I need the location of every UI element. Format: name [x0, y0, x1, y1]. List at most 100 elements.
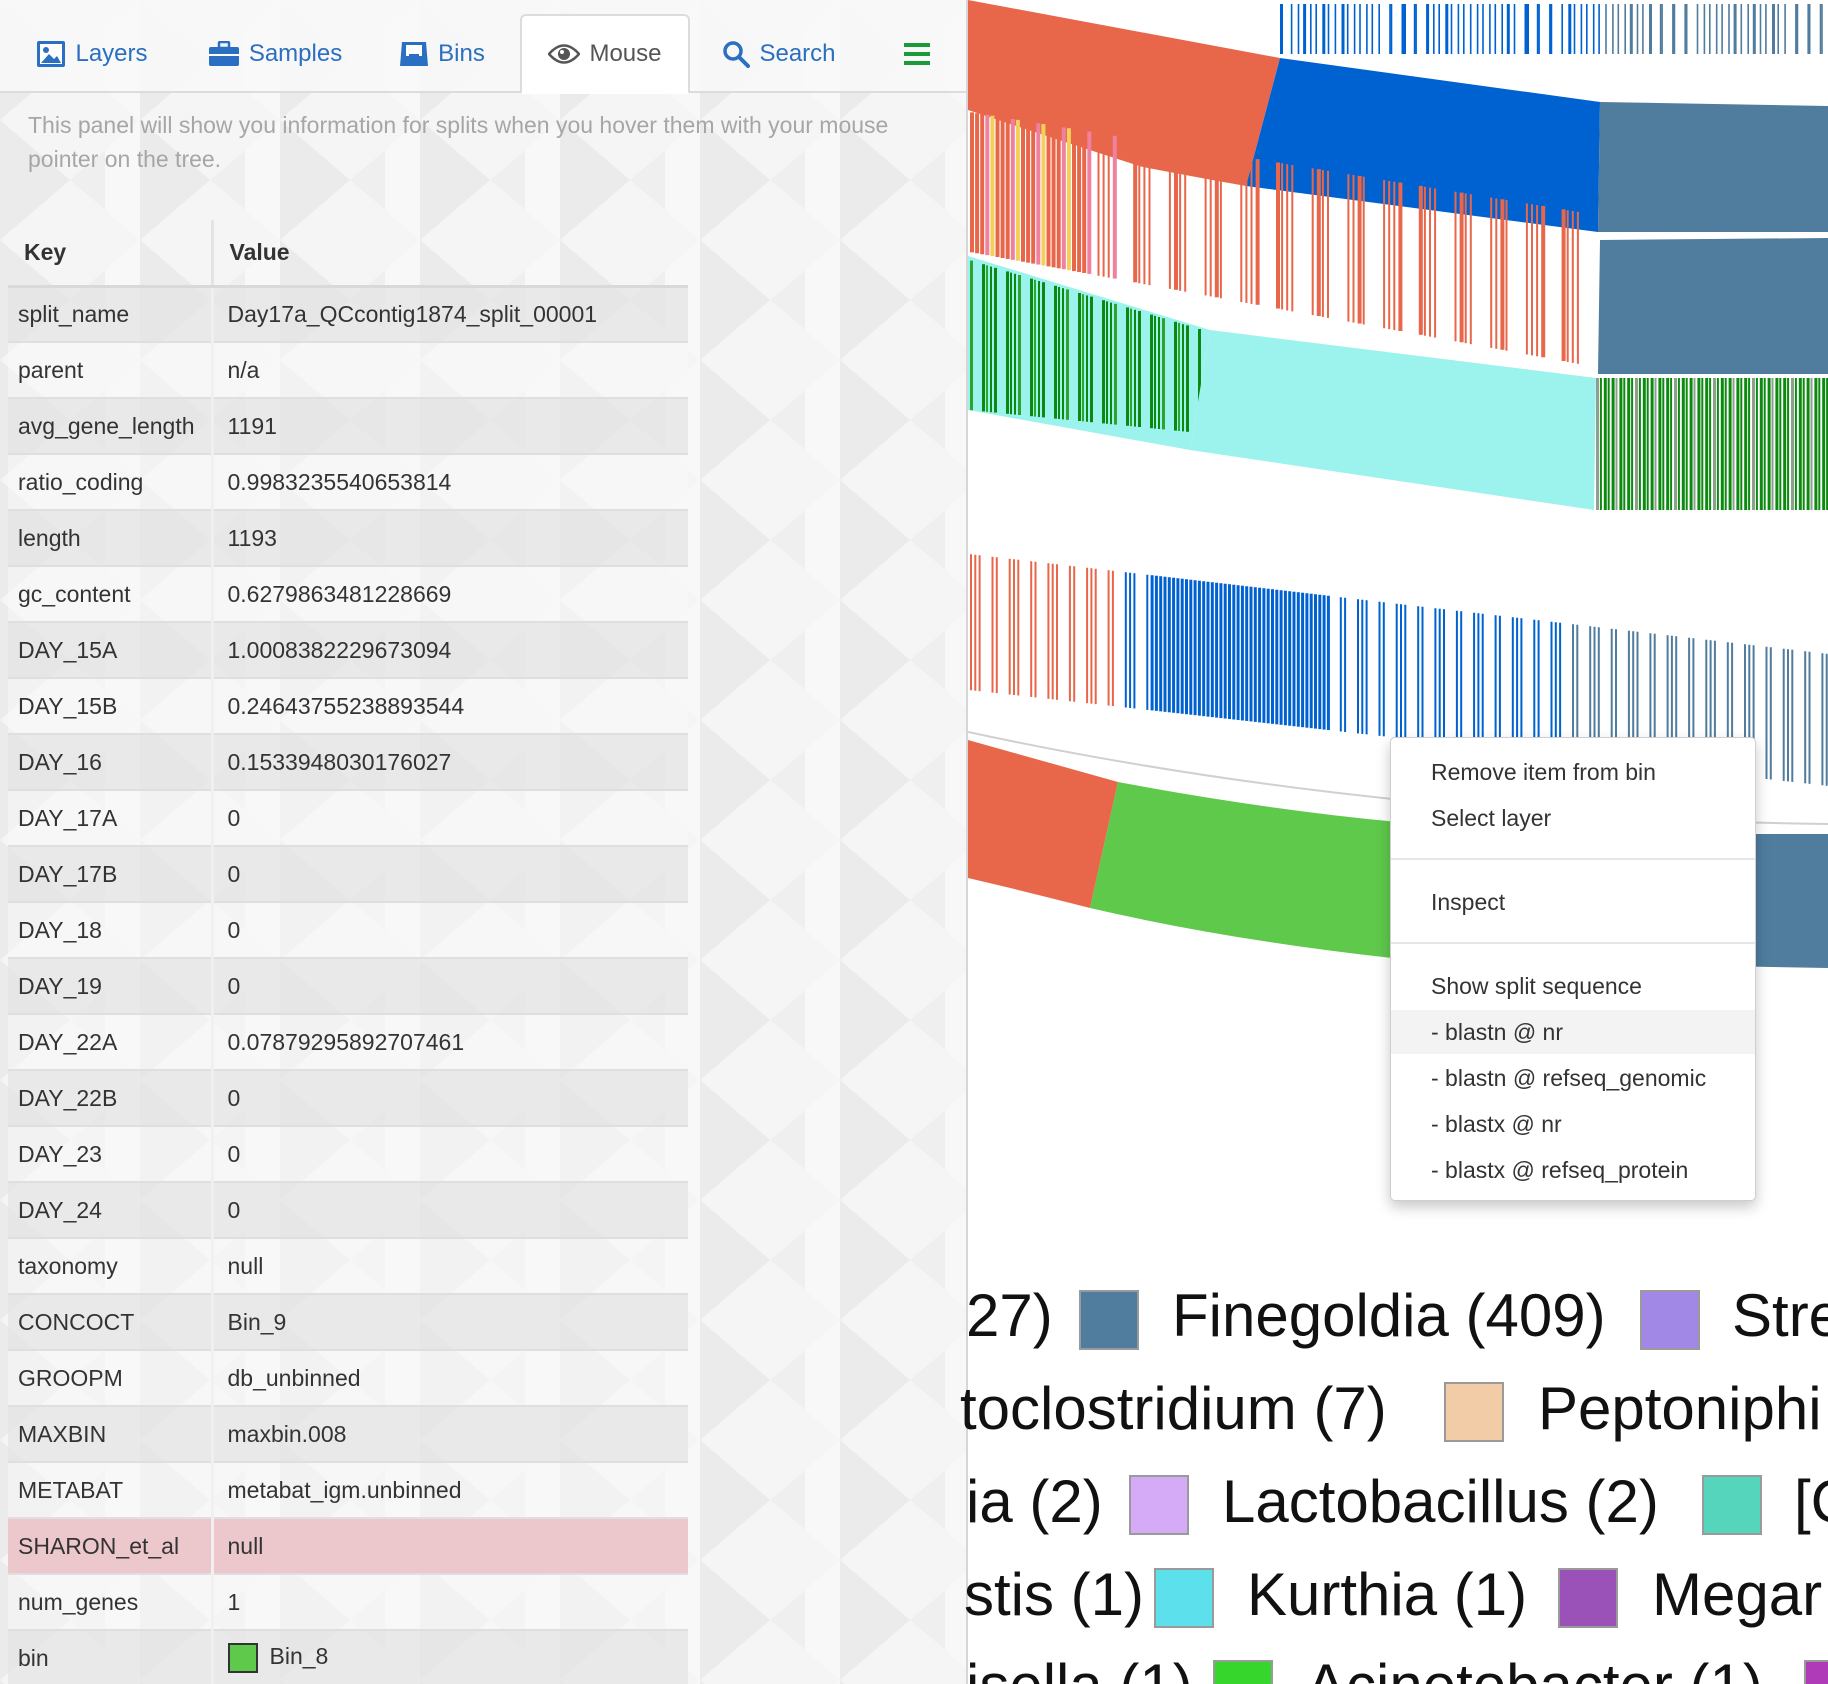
tree-ring-bar: [1146, 574, 1149, 710]
tree-ring-bar: [1599, 378, 1602, 510]
table-row: DAY_16 0.1533948030176027: [8, 734, 688, 791]
tree-ring-bar: [1566, 210, 1569, 362]
menu-item-blastx-refseq-protein[interactable]: - blastx @ refseq_protein: [1431, 1156, 1689, 1183]
tree-ring-bar: [1401, 4, 1404, 54]
tree-ring-bar: [1505, 200, 1508, 351]
tree-ring-bar: [1193, 580, 1197, 716]
tree-ring-bar: [1459, 192, 1464, 343]
tree-ring-bar: [1417, 606, 1420, 741]
table-header-row: Key Value: [8, 220, 688, 288]
tree-ring-bar: [1010, 272, 1012, 415]
tree-ring-bar: [1006, 271, 1009, 414]
table-cell-value: 0: [212, 846, 688, 903]
tree-ring-bar: [990, 115, 995, 257]
tree-ring-bar: [1415, 4, 1417, 54]
table-cell-value: 0: [212, 790, 688, 847]
menu-item-remove-from-bin[interactable]: Remove item from bin: [1431, 758, 1656, 785]
tree-ring-bar: [1821, 4, 1823, 54]
bin-color-swatch[interactable]: [227, 1643, 258, 1673]
tree-ring-bar: [1559, 622, 1562, 756]
tree-ring-bar: [1031, 122, 1036, 264]
menu-item-blastn-refseq-genomic[interactable]: - blastn @ refseq_genomic: [1431, 1064, 1707, 1091]
menu-item-select-layer[interactable]: Select layer: [1431, 804, 1552, 831]
tree-ring-bar: [1720, 378, 1724, 510]
tree-ring-bar: [1240, 156, 1243, 302]
tree-ring-segment: [1598, 238, 1828, 374]
tab-mouse[interactable]: Mouse: [520, 14, 690, 94]
tree-ring-bar: [1030, 561, 1033, 697]
tree-ring-bar: [1102, 300, 1105, 424]
tree-ring-bar: [1658, 378, 1662, 510]
table-cell-key: split_name: [8, 286, 214, 343]
tab-layers[interactable]: Layers: [22, 14, 162, 94]
tree-ring-bar: [1623, 378, 1626, 510]
table-cell-key: CONCOCT: [8, 1294, 214, 1351]
tree-ring-bar: [1806, 378, 1810, 510]
menu-item-show-split-sequence[interactable]: Show split sequence: [1431, 972, 1642, 999]
tree-ring-bar: [1046, 124, 1051, 267]
tree-ring-bar: [1673, 4, 1676, 54]
tree-ring-bar: [1017, 559, 1020, 696]
tree-ring-bar: [1748, 378, 1751, 510]
tab-samples[interactable]: Samples: [200, 14, 350, 94]
tree-ring-bar: [995, 116, 1000, 258]
table-cell-value: Day17a_QCcontig1874_split_00001: [212, 286, 688, 343]
table-cell-key: DAY_19: [8, 958, 214, 1015]
tree-ring-bar: [1787, 378, 1790, 510]
tree-ring-bar: [1511, 617, 1514, 751]
legend-label-megar: Megar: [1652, 1561, 1823, 1628]
tree-ring-bar: [1638, 378, 1641, 510]
table-row: avg_gene_length 1191: [8, 398, 688, 455]
tree-ring-bar: [1253, 587, 1257, 722]
table-cell-key: DAY_15B: [8, 678, 214, 735]
tree-ring-bar: [1228, 584, 1231, 720]
table-row: SHARON_et_al null: [8, 1518, 688, 1575]
tree-ring-bar: [1632, 631, 1635, 765]
tree-ring-bar: [1666, 378, 1670, 510]
tree-ring-bar: [1013, 559, 1015, 696]
tree-ring-bar: [1728, 4, 1730, 54]
tree-ring-bar: [1245, 586, 1249, 721]
tree-ring-bar: [1042, 282, 1045, 418]
tab-search[interactable]: Search: [714, 14, 844, 94]
tab-bins[interactable]: Bins: [392, 14, 492, 94]
tree-ring-bar: [1490, 197, 1493, 348]
tab-menu[interactable]: [890, 14, 944, 94]
tree-ring-bar: [1172, 577, 1176, 713]
tree-ring-bar: [1189, 579, 1193, 715]
tree-ring-bar: [1288, 591, 1292, 726]
tree-ring-bar: [1361, 599, 1364, 734]
table-cell-value: Bin_9: [212, 1294, 688, 1351]
table-cell-value: 0.6279863481228669: [212, 566, 688, 623]
table-cell-value: 1: [212, 1574, 688, 1631]
menu-item-blastx-nr[interactable]: - blastx @ nr: [1431, 1110, 1562, 1137]
tree-ring-bar: [1275, 589, 1279, 725]
tree-ring-bar: [1777, 4, 1779, 54]
tree-ring-bar: [1538, 4, 1540, 54]
tree-ring-bar: [1339, 597, 1342, 732]
tree-ring-bar: [1769, 647, 1772, 780]
table-row: DAY_15A 1.0008382229673094: [8, 622, 688, 679]
tree-ring-bar: [1520, 618, 1523, 752]
tree-ring-bar: [1097, 133, 1100, 276]
table-row: split_name Day17a_QCcontig1874_split_0000…: [8, 286, 688, 343]
tree-ring-bar: [1347, 174, 1350, 322]
table-cell-key: METABAT: [8, 1462, 214, 1519]
tree-ring-bar: [1154, 575, 1158, 711]
tree-ring-bar: [1110, 302, 1112, 425]
tree-ring-bar: [1597, 627, 1600, 761]
menu-item-inspect[interactable]: Inspect: [1431, 888, 1506, 915]
tree-ring-bar: [1318, 594, 1322, 730]
tree-ring-bar: [1784, 4, 1786, 54]
menu-item-blastn-nr[interactable]: - blastn @ nr: [1391, 1010, 1755, 1054]
tree-ring-bar: [1283, 590, 1287, 726]
tree-ring-bar: [1650, 378, 1654, 510]
tree-ring-bar: [1314, 594, 1317, 729]
tree-ring-bar: [970, 260, 973, 411]
tree-ring-bar: [1249, 586, 1253, 722]
tree-ring-bar: [1279, 590, 1283, 725]
tree-ring-bar: [1747, 4, 1749, 54]
image-icon: [37, 41, 66, 67]
table-cell-value: 0: [212, 958, 688, 1015]
tree-ring-bar: [1030, 278, 1033, 417]
